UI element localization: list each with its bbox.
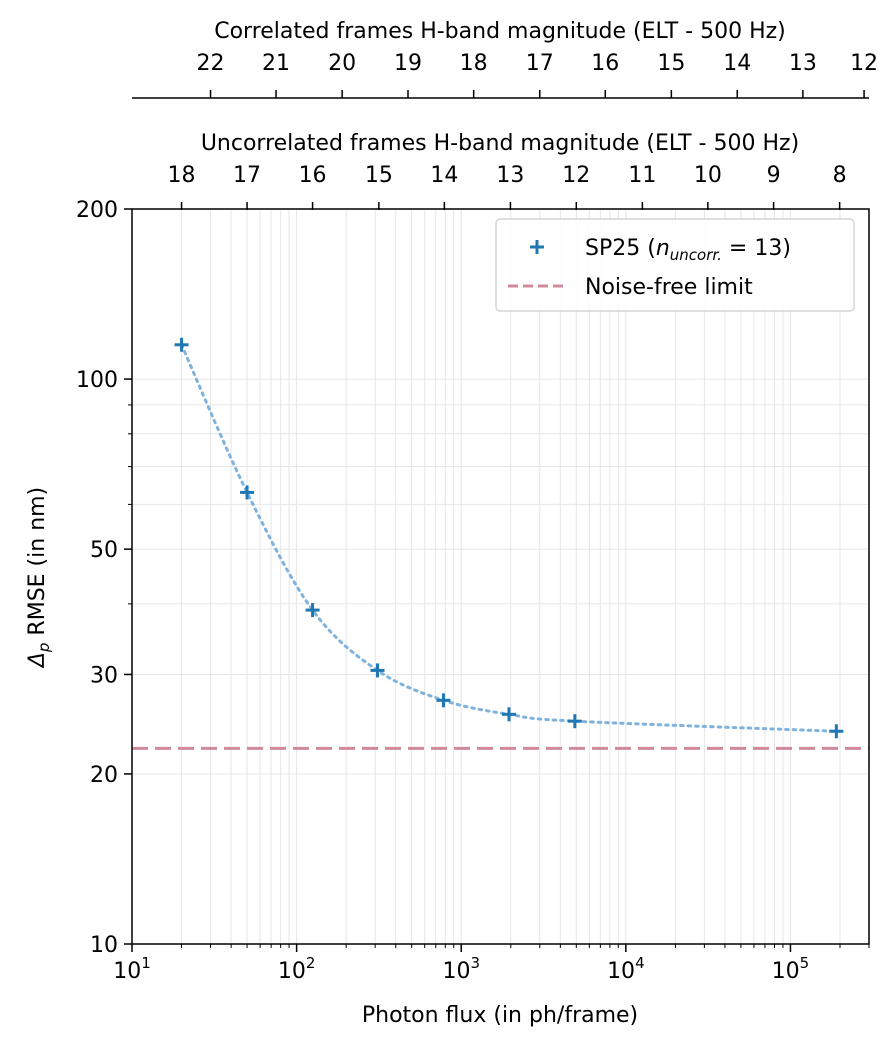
secondary-axis-tick-label: 16 bbox=[299, 163, 327, 188]
secondary-axis-tick-label: 8 bbox=[833, 163, 847, 188]
secondary-axis-tick-label: 12 bbox=[850, 51, 878, 76]
secondary-axis-tick-label: 13 bbox=[789, 51, 817, 76]
secondary-axis-tick-label: 9 bbox=[767, 163, 781, 188]
secondary-axis-tick-label: 17 bbox=[233, 163, 261, 188]
data-point bbox=[370, 663, 385, 678]
secondary-axis-tick-label: 14 bbox=[430, 163, 458, 188]
data-point bbox=[829, 724, 844, 739]
x-tick-label: 102 bbox=[278, 954, 316, 984]
y-tick-label: 50 bbox=[90, 538, 118, 563]
secondary-axis-title: Correlated frames H-band magnitude (ELT … bbox=[214, 19, 786, 44]
secondary-axis-tick-label: 16 bbox=[591, 51, 619, 76]
fit-curve bbox=[180, 343, 838, 733]
secondary-axis-tick-label: 15 bbox=[657, 51, 685, 76]
x-tick-label: 101 bbox=[113, 954, 151, 984]
secondary-axis-tick-label: 19 bbox=[394, 51, 422, 76]
secondary-axis-tick-label: 12 bbox=[562, 163, 590, 188]
data-point bbox=[436, 693, 451, 708]
secondary-axes: Uncorrelated frames H-band magnitude (EL… bbox=[132, 19, 878, 210]
x-tick-label: 104 bbox=[607, 954, 645, 984]
secondary-axis-tick-label: 14 bbox=[723, 51, 751, 76]
secondary-axis-tick-label: 18 bbox=[460, 51, 488, 76]
data-point bbox=[305, 603, 320, 618]
data-points bbox=[174, 337, 844, 739]
secondary-axis-tick-label: 21 bbox=[262, 51, 290, 76]
secondary-axis-tick-label: 18 bbox=[168, 163, 196, 188]
legend-box bbox=[495, 218, 855, 312]
plot-frame bbox=[131, 208, 870, 945]
secondary-axis-tick-label: 17 bbox=[526, 51, 554, 76]
y-tick-label: 200 bbox=[76, 198, 118, 223]
data-point bbox=[174, 337, 189, 352]
secondary-axis-tick-label: 11 bbox=[628, 163, 656, 188]
x-tick-label: 105 bbox=[772, 954, 810, 984]
y-tick-label: 10 bbox=[90, 933, 118, 958]
legend-label-sp25: SP25 (nuncorr. = 13) bbox=[585, 236, 791, 264]
grid bbox=[131, 208, 870, 945]
x-axis-title: Photon flux (in ph/frame) bbox=[362, 1003, 638, 1028]
fit-curve-group bbox=[180, 343, 838, 733]
secondary-axis-tick-label: 13 bbox=[496, 163, 524, 188]
data-point bbox=[240, 485, 255, 500]
legend-marker-sp25 bbox=[530, 240, 544, 254]
secondary-axis-title: Uncorrelated frames H-band magnitude (EL… bbox=[201, 131, 799, 156]
data-point bbox=[567, 714, 582, 729]
y-tick-label: 30 bbox=[90, 663, 118, 688]
secondary-axis-tick-label: 15 bbox=[365, 163, 393, 188]
y-tick-label: 20 bbox=[90, 763, 118, 788]
data-point bbox=[501, 707, 516, 722]
x-tick-label: 103 bbox=[442, 954, 480, 984]
legend: SP25 (nuncorr. = 13) Noise-free limit bbox=[495, 218, 855, 312]
secondary-axis-tick-label: 22 bbox=[197, 51, 225, 76]
y-axis-ticks: 10 20 30 50 100 200 bbox=[76, 198, 132, 958]
x-axis-ticks: 101 102 103 104 105 bbox=[113, 944, 870, 984]
secondary-axis-tick-label: 20 bbox=[328, 51, 356, 76]
y-axis-title: Δp RMSE (in nm) bbox=[25, 487, 53, 669]
y-tick-label: 100 bbox=[76, 368, 118, 393]
legend-label-noise-free: Noise-free limit bbox=[585, 275, 753, 300]
secondary-axis-tick-label: 10 bbox=[694, 163, 722, 188]
